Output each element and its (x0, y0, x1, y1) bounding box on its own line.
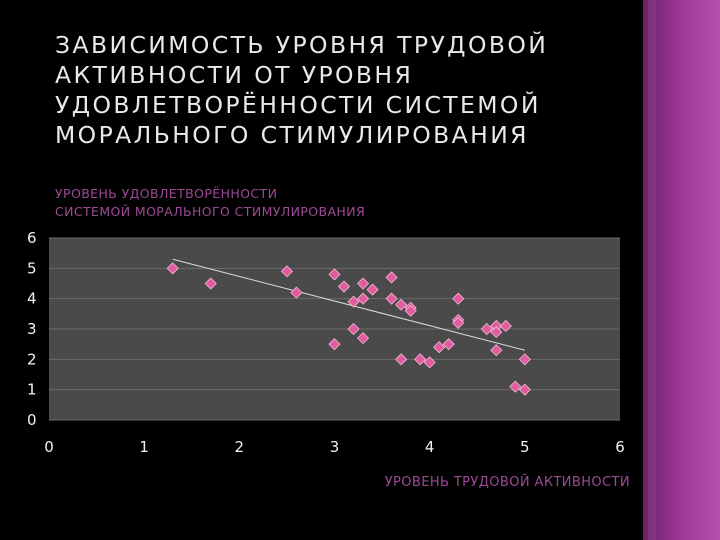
x-tick-label: 4 (425, 438, 435, 456)
data-point (423, 356, 436, 369)
y-axis-title: СИСТЕМОЙ МОРАЛЬНОГО СТИМУЛИРОВАНИЯ (55, 204, 365, 219)
x-tick-label: 0 (44, 438, 54, 456)
data-point (356, 292, 370, 305)
data-point (347, 322, 360, 336)
data-point (452, 316, 465, 329)
data-point (452, 292, 465, 305)
data-point (404, 304, 417, 317)
data-point (518, 353, 531, 366)
x-tick-label: 5 (520, 438, 530, 456)
x-tick-label: 3 (330, 438, 340, 456)
data-point (395, 298, 408, 311)
data-point (166, 262, 179, 275)
data-point (395, 353, 408, 366)
data-point (280, 265, 293, 278)
y-tick-label: 3 (27, 320, 37, 338)
data-point (414, 353, 427, 366)
trendline (172, 258, 525, 351)
data-point (337, 280, 351, 293)
decorative-side-stripe (643, 0, 720, 540)
data-point (204, 277, 217, 290)
data-point (290, 286, 303, 299)
data-point (433, 341, 446, 354)
data-point (442, 338, 455, 351)
x-tick-label: 6 (615, 438, 625, 456)
y-axis-title: УРОВЕНЬ УДОВЛЕТВОРЁННОСТИ (55, 186, 277, 201)
y-tick-label: 0 (27, 411, 37, 429)
data-point (480, 322, 493, 336)
data-point (509, 380, 522, 393)
y-tick-label: 4 (27, 290, 37, 308)
data-point (490, 325, 503, 339)
data-point (356, 277, 370, 290)
data-point (328, 338, 341, 351)
decorative-stripe-highlight (648, 0, 656, 540)
data-point (490, 344, 503, 357)
y-tick-label: 5 (27, 259, 37, 277)
data-point (356, 332, 370, 345)
y-tick-label: 1 (27, 381, 37, 399)
y-tick-label: 2 (27, 350, 37, 368)
x-tick-label: 2 (235, 438, 245, 456)
data-point (347, 295, 360, 308)
data-point (385, 292, 398, 305)
y-tick-label: 6 (27, 229, 37, 247)
data-point (328, 268, 341, 281)
data-point (518, 383, 531, 396)
x-tick-label: 1 (139, 438, 149, 456)
data-point (499, 319, 512, 333)
data-point (385, 271, 398, 284)
x-axis-title: УРОВЕНЬ ТРУДОВОЙ АКТИВНОСТИ (385, 474, 630, 490)
slide-title: ЗАВИСИМОСТЬ УРОВНЯ ТРУДОВОЙ АКТИВНОСТИ О… (55, 31, 549, 149)
data-point (366, 283, 379, 296)
